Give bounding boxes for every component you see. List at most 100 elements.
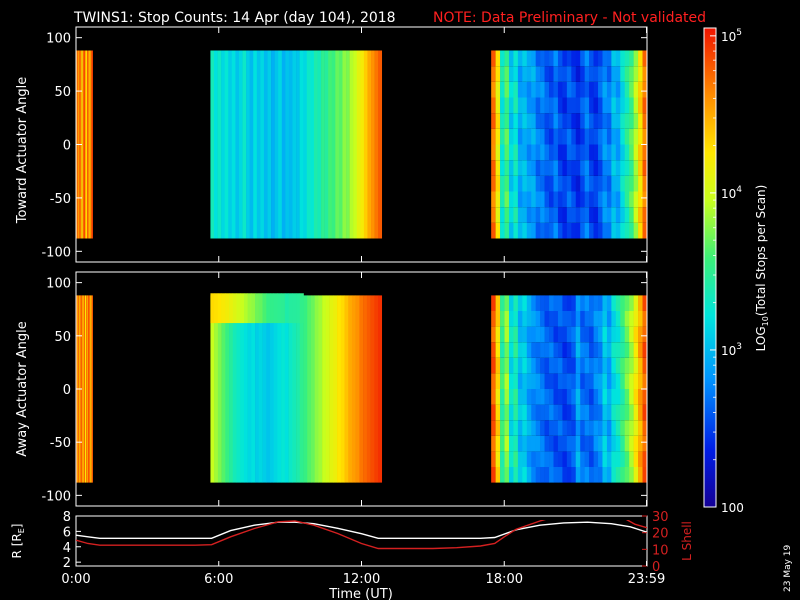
toward-cell [504,175,510,192]
toward-cell [491,160,496,176]
toward-cell [491,144,496,161]
toward-cell [517,191,523,208]
away-column [351,295,356,483]
away-cell [629,420,634,436]
away-column [377,295,383,483]
toward-cell [642,191,648,208]
toward-cell [629,191,634,208]
away-cell [575,373,581,389]
toward-cell [606,207,612,223]
toward-column [328,50,333,239]
away-cell [629,295,634,311]
away-cell [633,311,639,327]
toward-cell [513,222,519,239]
away-column [366,295,371,483]
toward-cell [553,128,559,145]
colorbar-tick-label: 105 [721,28,742,44]
toward-column [83,50,86,239]
time-tick-label: 12:00 [343,572,380,587]
toward-column [374,50,379,239]
toward-column [246,50,250,239]
away-cell [500,326,505,343]
toward-cell [513,113,519,129]
away-cell [638,435,643,452]
toward-cell [557,97,563,114]
away-cell [638,467,643,483]
toward-cell [575,97,581,114]
away-cell [495,326,501,343]
away-cell [566,404,572,421]
away-column [288,295,293,483]
time-tick-label: 23:59 [628,572,665,587]
toward-cell [566,128,572,145]
toward-cell [606,66,612,82]
away-cell [517,326,523,343]
figure-title: TWINS1: Stop Counts: 14 Apr (day 104), 2… [73,10,396,26]
toward-cell [504,113,510,129]
toward-cell [517,175,523,192]
toward-column [87,50,89,239]
away-column [281,295,286,483]
toward-cell [531,66,536,82]
away-cell [638,342,643,358]
toward-cell [535,222,541,239]
away-cell [535,373,541,389]
r-distance-line [76,521,647,539]
away-cell [580,295,585,311]
away-column [225,295,230,483]
away-cell [491,342,496,358]
toward-cell [544,66,550,82]
away-band-cell [273,293,278,324]
away-cell [575,342,581,358]
toward-cell [642,97,648,114]
toward-angle-panel: 100 50 0 -50 -100 [41,26,648,263]
toward-cell [491,113,496,129]
toward-cell [589,175,594,192]
away-column [262,295,267,483]
away-column [229,295,234,483]
away-cell [553,451,559,467]
away-cell [495,420,501,436]
toward-cell [513,191,519,208]
away-cell [500,420,505,436]
away-cell [513,326,519,343]
away-cell [642,373,648,389]
away-cell [642,357,648,374]
toward-cell [504,66,510,82]
toward-cell [500,144,505,161]
away-cell [580,404,585,421]
away-band-cell [266,293,271,324]
away-angle-panel: 100 50 0 -50 -100 [41,271,648,507]
away-column [258,295,263,483]
toward-column [82,50,85,239]
toward-cell [629,144,634,161]
away-cell [598,311,603,327]
away-cell [535,311,541,327]
toward-cell [562,160,568,176]
away-cell [508,357,514,374]
away-cell [629,467,634,483]
away-cell [549,389,554,405]
away-cell [504,311,510,327]
away-column [91,295,93,483]
toward-cell [522,191,528,208]
toward-cell [606,175,612,192]
away-cell [580,357,585,374]
away-cell [491,420,496,436]
toward-cell [598,175,603,192]
colorbar-gradient [703,27,717,508]
away-cell [517,451,523,467]
away-cell [553,389,559,405]
away-cell [593,342,599,358]
toward-cell [611,191,617,208]
away-cell [517,295,523,311]
away-cell [544,311,550,327]
away-cell [606,357,612,374]
away-band-cell [270,293,275,324]
away-cell [531,295,536,311]
toward-cell [544,50,550,67]
away-cell [589,342,594,358]
toward-cell [553,113,559,129]
toward-column [342,50,347,239]
toward-cell [598,81,603,98]
